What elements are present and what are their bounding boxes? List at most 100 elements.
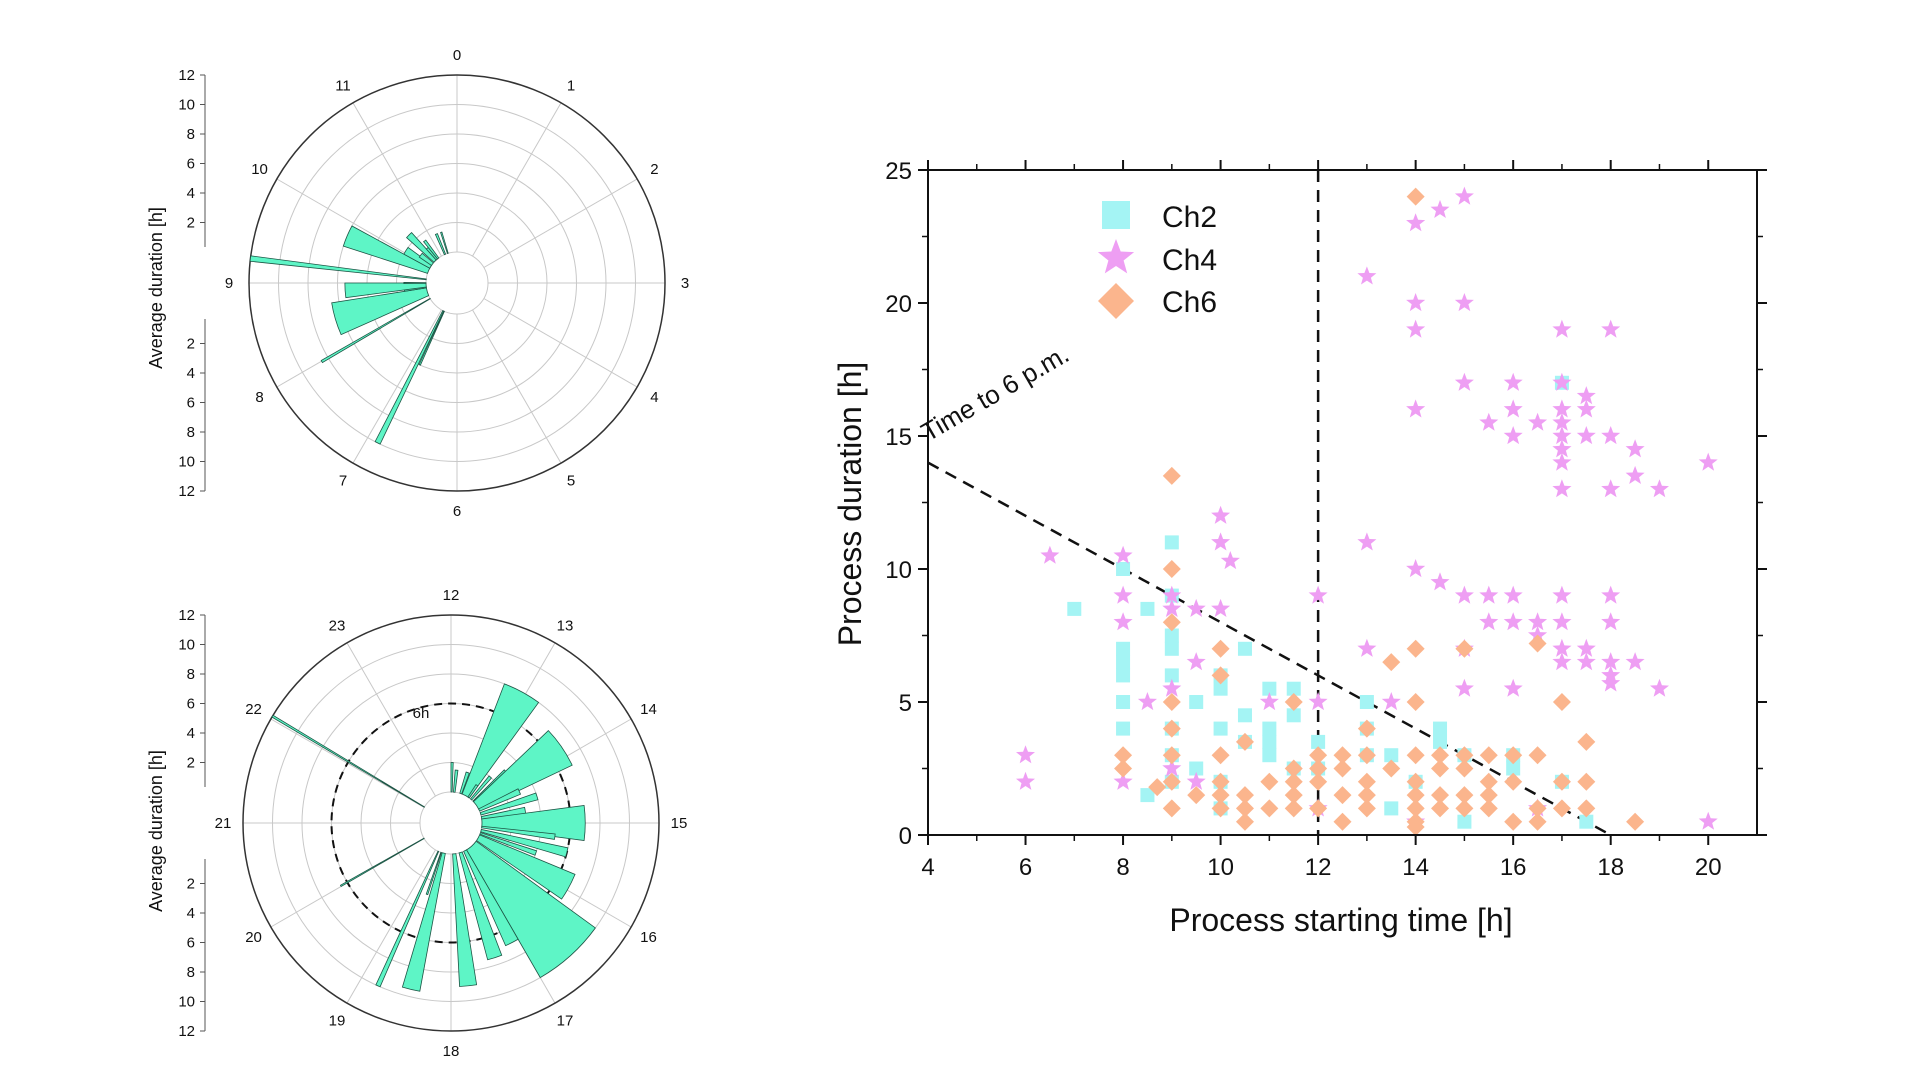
ch6-point xyxy=(1577,799,1596,818)
ch6-point xyxy=(1455,786,1474,805)
radial-tick-label: 12 xyxy=(178,1023,195,1040)
ch2-point xyxy=(1384,748,1399,763)
ch2-point xyxy=(1359,695,1374,709)
polar-bar xyxy=(480,828,569,858)
ch6-point xyxy=(1235,732,1254,751)
polar-bar xyxy=(423,239,440,260)
angle-label: 9 xyxy=(225,275,233,292)
ch6-point xyxy=(1455,799,1474,818)
scatter-axes: 4 6 8 10 12 14 16 18 20 0 5 10 15 20 25 xyxy=(885,158,1767,881)
ch2-point xyxy=(1140,601,1155,616)
ch2-point xyxy=(1457,814,1472,829)
x-tick-label: 16 xyxy=(1500,854,1527,881)
angle-label: 19 xyxy=(329,1012,346,1029)
polar-bar xyxy=(481,805,586,841)
ch4-point xyxy=(1162,758,1182,777)
ch6-point xyxy=(1552,799,1571,818)
ch4-point xyxy=(1479,412,1499,431)
ch6-point xyxy=(1162,613,1181,632)
ch4-point xyxy=(1552,412,1572,431)
x-tick-label: 14 xyxy=(1402,854,1429,881)
polar-bar xyxy=(403,282,427,284)
polar-bar xyxy=(375,850,440,988)
legend-label-ch6: Ch6 xyxy=(1162,286,1217,319)
ch2-point xyxy=(1116,641,1131,656)
ch4-point xyxy=(1601,612,1621,631)
ch6-point xyxy=(1309,759,1328,778)
ch4-point xyxy=(1552,399,1572,418)
angle-label: 20 xyxy=(245,929,262,946)
ch4-point xyxy=(1220,551,1240,570)
ch4-point xyxy=(1211,532,1231,551)
radial-tick-label: 4 xyxy=(187,185,195,202)
ch4-point xyxy=(1601,479,1621,498)
ch4-point xyxy=(1650,678,1669,697)
ch4-point xyxy=(1552,452,1572,471)
polar-bar xyxy=(434,233,447,256)
angle-label: 17 xyxy=(557,1012,574,1029)
ch4-point xyxy=(1552,638,1572,657)
angle-label: 12 xyxy=(443,587,460,604)
ch2-point xyxy=(1164,641,1179,656)
polar-bar xyxy=(418,310,445,366)
ch4-point xyxy=(1576,426,1596,445)
polar-bar xyxy=(459,771,470,795)
outer-circle xyxy=(248,74,666,492)
ch6-point xyxy=(1528,634,1547,653)
ch4-point xyxy=(1552,319,1572,338)
ch6-point xyxy=(1284,759,1303,778)
y-tick-label: 10 xyxy=(885,557,912,584)
ch6-point xyxy=(1260,799,1279,818)
ch4-point xyxy=(1698,452,1718,471)
angle-label: 0 xyxy=(453,47,461,64)
ch2-point xyxy=(1067,601,1082,616)
ch4-point xyxy=(1503,612,1523,631)
ch4-point xyxy=(1601,585,1621,604)
ch4-point xyxy=(1576,652,1596,671)
polar-bottom-radial-axis: 12 10 8 6 4 2 2 4 6 8 10 12 xyxy=(178,607,206,1040)
polar-bar xyxy=(453,769,459,793)
ch6-point xyxy=(1187,786,1206,805)
angle-label: 23 xyxy=(329,618,346,635)
ch6-point xyxy=(1504,772,1523,791)
ch4-point xyxy=(1601,652,1621,671)
angle-label: 21 xyxy=(215,815,232,832)
scatter-points xyxy=(1016,186,1718,837)
ch6-point xyxy=(1357,799,1376,818)
ch4-point xyxy=(1357,532,1377,551)
ch6-point xyxy=(1455,639,1474,658)
x-tick-label: 8 xyxy=(1116,854,1129,881)
ch6-point xyxy=(1577,772,1596,791)
radial-tick-label: 10 xyxy=(178,637,195,654)
y-tick-label: 20 xyxy=(885,291,912,318)
scatter-chart: 4 6 8 10 12 14 16 18 20 0 5 10 15 20 25 Process starti… xyxy=(832,158,1767,938)
polar-bar xyxy=(249,255,427,281)
ch4-point xyxy=(1625,652,1645,671)
ch6-point xyxy=(1406,187,1425,206)
ch4-point xyxy=(1162,678,1182,697)
time-to-6pm-line xyxy=(927,461,1612,837)
polar-bar xyxy=(405,231,437,263)
x-tick-label: 10 xyxy=(1207,854,1234,881)
ch4-point xyxy=(1454,186,1474,205)
angle-label: 7 xyxy=(339,472,347,489)
ch2-point xyxy=(1213,681,1228,696)
ch4-point xyxy=(1552,372,1572,391)
ch6-point xyxy=(1577,732,1596,751)
ch6-point xyxy=(1235,799,1254,818)
polar-bar xyxy=(342,225,431,274)
legend-marker-ch4 xyxy=(1097,239,1135,274)
ch4-point xyxy=(1625,465,1645,484)
ch2-point xyxy=(1311,734,1326,749)
ch4-point xyxy=(1430,572,1450,591)
ch2-point xyxy=(1262,748,1277,763)
ch6-point xyxy=(1431,759,1450,778)
time-to-6pm-label: Time to 6 p.m. xyxy=(916,339,1074,448)
ch6-point xyxy=(1148,778,1167,797)
radial-tick-label: 12 xyxy=(178,67,195,84)
polar-bar xyxy=(463,849,519,947)
ch6-point xyxy=(1357,772,1376,791)
angle-label: 3 xyxy=(681,275,689,292)
angle-label: 2 xyxy=(650,161,658,178)
ch2-point xyxy=(1433,721,1448,736)
